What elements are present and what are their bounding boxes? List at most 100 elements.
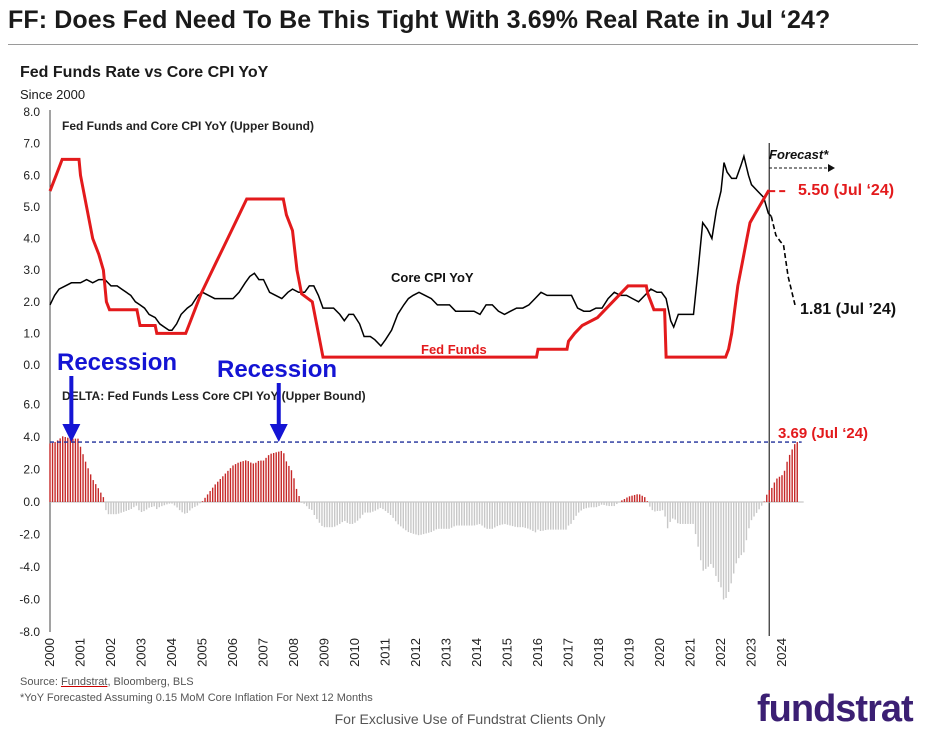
delta-bar: [344, 502, 346, 522]
delta-bar: [430, 502, 432, 533]
delta-bar: [56, 440, 59, 502]
delta-bar: [270, 453, 272, 502]
delta-bar: [303, 502, 305, 504]
delta-bar: [504, 502, 506, 525]
delta-bar: [616, 502, 618, 505]
delta-bar: [163, 502, 166, 506]
delta-bar: [461, 502, 463, 526]
delta-bar: [361, 502, 364, 515]
delta-bar: [293, 478, 295, 502]
delta-bar: [527, 502, 529, 529]
delta-bar: [428, 502, 430, 533]
upper-y-tick-label: 3.0: [23, 263, 40, 277]
delta-bar: [682, 502, 684, 524]
x-tick-label: 2010: [347, 638, 362, 667]
delta-bar: [557, 502, 560, 530]
x-tick-label: 2016: [530, 638, 545, 667]
delta-bar: [250, 462, 252, 502]
delta-bar: [359, 502, 361, 519]
delta-bar: [516, 502, 519, 528]
delta-bar: [661, 502, 664, 511]
x-tick-label: 2004: [164, 638, 179, 667]
recession-label: Recession: [217, 356, 337, 383]
x-tick-label: 2020: [652, 638, 667, 667]
forecast-label: Forecast*: [769, 147, 829, 162]
delta-bar: [336, 502, 338, 526]
delta-bar: [389, 502, 392, 515]
delta-bar: [242, 461, 244, 502]
delta-bar: [776, 478, 778, 502]
delta-bar: [499, 502, 501, 526]
delta-bar: [694, 502, 697, 535]
delta-bar: [227, 470, 229, 502]
delta-bar: [100, 492, 102, 502]
delta-bar: [234, 464, 237, 502]
delta-bar: [166, 502, 168, 505]
delta-bar: [705, 502, 707, 569]
delta-bar: [491, 502, 493, 529]
delta-bar: [209, 491, 211, 502]
delta-bar: [483, 502, 486, 528]
delta-bar: [186, 502, 188, 513]
delta-bar: [255, 462, 257, 502]
delta-bar: [438, 502, 440, 529]
delta-bar: [679, 502, 682, 524]
delta-bar: [519, 502, 521, 528]
delta-bar: [494, 502, 496, 528]
delta-bar: [125, 502, 127, 511]
delta-bar: [740, 502, 743, 556]
delta-bar: [295, 488, 298, 502]
delta-bar: [689, 502, 692, 524]
delta-bar: [415, 502, 417, 535]
delta-bar: [110, 502, 112, 515]
delta-bar: [471, 502, 473, 526]
delta-bar: [455, 502, 458, 526]
lower-y-tick-label: -2.0: [19, 528, 40, 542]
delta-bar: [783, 470, 786, 502]
delta-bar: [600, 502, 603, 505]
delta-bar: [107, 502, 110, 515]
delta-bar: [123, 502, 125, 512]
delta-bar: [641, 495, 643, 502]
delta-bar: [588, 502, 590, 508]
delta-bar: [135, 502, 138, 506]
delta-bar: [717, 502, 720, 582]
delta-bar: [514, 502, 516, 527]
delta-bar: [173, 502, 176, 506]
x-tick-label: 2000: [42, 638, 57, 667]
delta-bar: [618, 502, 621, 503]
x-tick-label: 2014: [469, 638, 484, 667]
x-tick-label: 2008: [286, 638, 301, 667]
delta-bar: [184, 502, 186, 514]
x-tick-label: 2009: [317, 638, 332, 667]
upper-y-tick-label: 6.0: [23, 168, 40, 182]
delta-bar: [120, 502, 122, 513]
delta-bar: [69, 438, 72, 502]
delta-bar: [138, 502, 140, 511]
delta-bar: [191, 502, 194, 509]
delta-bar: [171, 502, 173, 504]
delta-bar: [562, 502, 565, 530]
delta-bar: [674, 502, 676, 520]
delta-bar: [257, 460, 260, 502]
upper-y-tick-label: 1.0: [23, 326, 40, 340]
delta-bar: [105, 502, 107, 511]
delta-bar: [161, 502, 163, 507]
delta-bar: [473, 502, 476, 526]
delta-bar: [715, 502, 717, 576]
delta-bar: [791, 449, 793, 502]
delta-bar: [771, 487, 773, 502]
core-cpi-forecast-line: [770, 216, 797, 308]
delta-bar: [128, 502, 130, 511]
delta-bar: [699, 502, 702, 561]
lower-y-tick-label: -8.0: [19, 625, 40, 639]
delta-bar: [356, 502, 359, 521]
delta-bar: [458, 502, 460, 526]
delta-bar: [54, 441, 56, 502]
delta-bar: [176, 502, 178, 508]
x-tick-label: 2007: [256, 638, 271, 667]
delta-bar: [781, 475, 783, 502]
delta-bar: [435, 502, 438, 530]
delta-bar: [237, 462, 239, 502]
lower-y-tick-label: -6.0: [19, 593, 40, 607]
